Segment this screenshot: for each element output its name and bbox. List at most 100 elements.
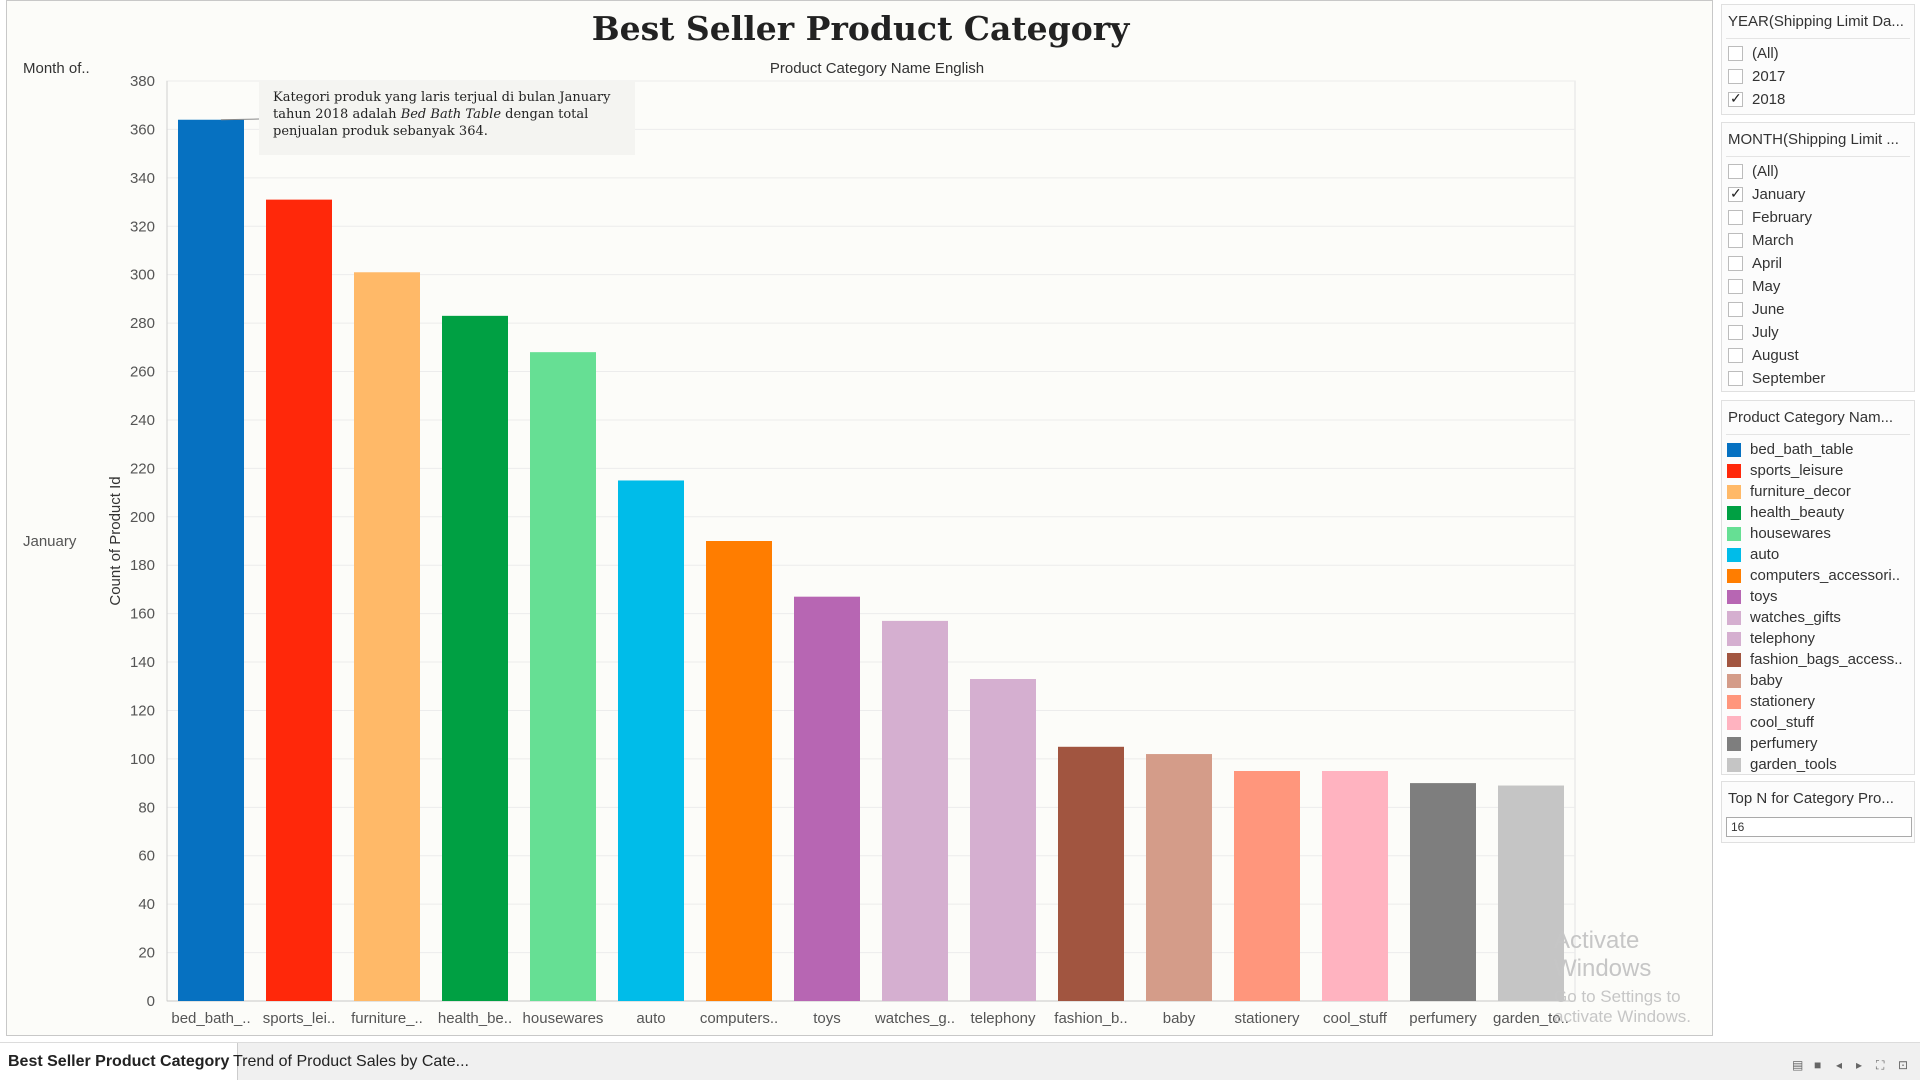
year-option[interactable]: 2018 [1722, 88, 1914, 111]
legend-swatch [1727, 631, 1741, 646]
x-tick-label: stationery [1234, 1010, 1300, 1027]
legend-item[interactable]: garden_tools [1722, 754, 1914, 775]
annotation-box: Kategori produk yang laris terjual di bu… [259, 81, 635, 155]
legend-item[interactable]: watches_gifts [1722, 607, 1914, 628]
month-option-label: January [1752, 186, 1806, 203]
checkbox[interactable] [1728, 164, 1743, 179]
legend-swatch [1727, 589, 1741, 604]
checkbox[interactable] [1728, 348, 1743, 363]
checkbox[interactable] [1728, 185, 1743, 202]
month-option-label: September [1752, 370, 1826, 387]
checkbox[interactable] [1728, 371, 1743, 386]
month-option[interactable]: March [1722, 229, 1914, 252]
y-tick-label: 180 [130, 557, 155, 574]
checkbox[interactable] [1728, 90, 1743, 107]
y-tick-label: 80 [138, 799, 155, 816]
checkbox[interactable] [1728, 256, 1743, 271]
legend-item[interactable]: sports_leisure [1722, 460, 1914, 481]
month-option[interactable]: May [1722, 275, 1914, 298]
topn-parameter-card: Top N for Category Pro... [1721, 781, 1915, 843]
x-tick-label: housewares [523, 1010, 604, 1027]
legend-label: housewares [1750, 525, 1831, 542]
x-tick-label: watches_g.. [874, 1010, 955, 1027]
legend-item[interactable]: health_beauty [1722, 502, 1914, 523]
presentation-icon[interactable]: ⊡ [1898, 1058, 1909, 1072]
fullscreen-icon[interactable]: ⛶ [1876, 1058, 1885, 1072]
topn-title: Top N for Category Pro... [1728, 790, 1894, 807]
year-filter-options: (All) 2017 2018 [1722, 39, 1914, 111]
legend-label: perfumery [1750, 735, 1818, 752]
tab-best-seller[interactable]: Best Seller Product Category [0, 1043, 239, 1080]
y-tick-label: 220 [130, 460, 155, 477]
month-option-label: (All) [1752, 163, 1779, 180]
legend-items: bed_bath_table sports_leisure furniture_de… [1722, 435, 1914, 775]
checkbox[interactable] [1728, 302, 1743, 317]
y-tick-label: 160 [130, 606, 155, 623]
year-option[interactable]: (All) [1722, 42, 1914, 65]
month-filter-options: (All) January February March April May June Jul… [1722, 157, 1914, 390]
legend-item[interactable]: toys [1722, 586, 1914, 607]
grid-view-icon[interactable]: ▤ [1792, 1058, 1804, 1072]
tab-trend-sales[interactable]: Trend of Product Sales by Cate... [233, 1053, 469, 1070]
legend-item[interactable]: perfumery [1722, 733, 1914, 754]
month-option[interactable]: September [1722, 367, 1914, 390]
month-option[interactable]: July [1722, 321, 1914, 344]
month-option[interactable]: April [1722, 252, 1914, 275]
month-option[interactable]: August [1722, 344, 1914, 367]
y-tick-label: 100 [130, 751, 155, 768]
x-tick-label: cool_stuff [1323, 1010, 1388, 1027]
x-tick-label: garden_to.. [1493, 1010, 1569, 1027]
legend-item[interactable]: furniture_decor [1722, 481, 1914, 502]
bar-4 [530, 352, 596, 1001]
legend-label: cool_stuff [1750, 714, 1814, 731]
y-tick-label: 240 [130, 412, 155, 429]
legend-item[interactable]: stationery [1722, 691, 1914, 712]
legend-item[interactable]: telephony [1722, 628, 1914, 649]
checkbox[interactable] [1728, 46, 1743, 61]
legend-swatch [1727, 652, 1741, 667]
column-header-category: Product Category Name English [769, 60, 985, 77]
legend-swatch [1727, 610, 1741, 625]
legend-swatch [1727, 673, 1741, 688]
checkbox[interactable] [1728, 210, 1743, 225]
bar-1 [266, 199, 332, 1001]
checkbox[interactable] [1728, 279, 1743, 294]
y-tick-label: 60 [138, 848, 155, 865]
legend-item[interactable]: fashion_bags_access.. [1722, 649, 1914, 670]
topn-input[interactable] [1726, 817, 1912, 837]
y-tick-label: 20 [138, 945, 155, 962]
legend-label: computers_accessori.. [1750, 567, 1901, 584]
y-tick-label: 200 [130, 509, 155, 526]
checkbox[interactable] [1728, 69, 1743, 84]
legend-swatch [1727, 715, 1741, 730]
next-sheet-icon[interactable]: ▸ [1856, 1058, 1863, 1072]
month-option[interactable]: February [1722, 206, 1914, 229]
month-option[interactable]: (All) [1722, 160, 1914, 183]
checkbox[interactable] [1728, 233, 1743, 248]
year-option[interactable]: 2017 [1722, 65, 1914, 88]
legend-item[interactable]: housewares [1722, 523, 1914, 544]
bar-7 [794, 596, 860, 1001]
bar-5 [618, 480, 684, 1001]
month-option[interactable]: June [1722, 298, 1914, 321]
sheet-tab-bar: Best Seller Product Category Trend of Pr… [0, 1042, 1920, 1080]
y-tick-label: 280 [130, 315, 155, 332]
legend-swatch [1727, 568, 1741, 583]
legend-item[interactable]: auto [1722, 544, 1914, 565]
legend-item[interactable]: baby [1722, 670, 1914, 691]
legend-swatch [1727, 736, 1741, 751]
legend-swatch [1727, 547, 1741, 562]
y-tick-label: 300 [130, 267, 155, 284]
month-option[interactable]: January [1722, 183, 1914, 206]
prev-sheet-icon[interactable]: ◂ [1836, 1058, 1843, 1072]
legend-item[interactable]: bed_bath_table [1722, 439, 1914, 460]
legend-label: watches_gifts [1750, 609, 1841, 626]
single-view-icon[interactable]: ■ [1814, 1058, 1822, 1072]
bar-0 [178, 119, 244, 1002]
checkbox[interactable] [1728, 325, 1743, 340]
legend-label: auto [1750, 546, 1780, 563]
legend-swatch [1727, 526, 1741, 541]
legend-item[interactable]: computers_accessori.. [1722, 565, 1914, 586]
legend-item[interactable]: cool_stuff [1722, 712, 1914, 733]
year-option-label: 2018 [1752, 91, 1786, 108]
